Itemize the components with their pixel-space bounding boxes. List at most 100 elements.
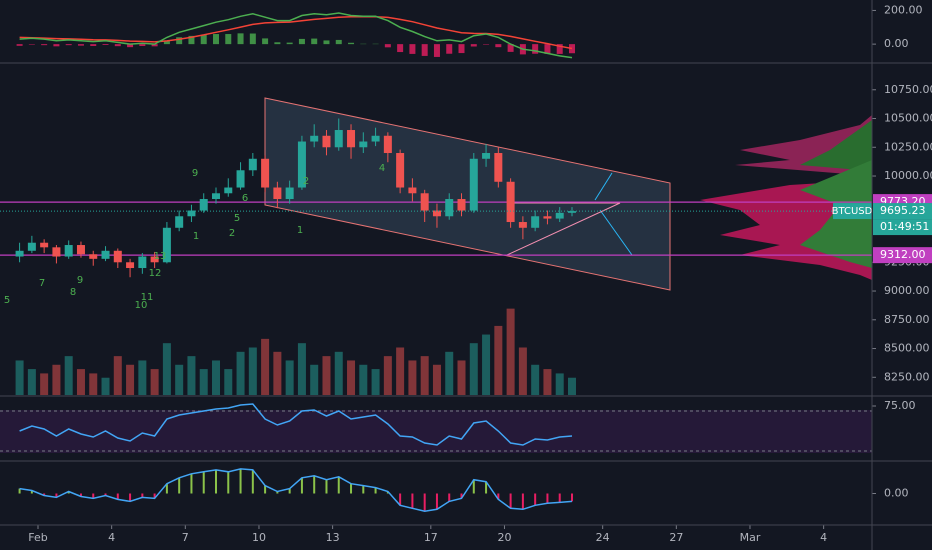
y-tick-label: 0.00 bbox=[884, 37, 909, 50]
macd-histogram-bar bbox=[409, 44, 416, 54]
candle-body bbox=[543, 216, 552, 219]
oscillator-bar bbox=[227, 471, 230, 494]
oscillator-bar bbox=[190, 473, 193, 494]
candle-body bbox=[199, 199, 208, 211]
oscillator-bar bbox=[546, 493, 549, 504]
y-tick-label: 10500.00 bbox=[884, 112, 932, 125]
volume-bar bbox=[15, 360, 24, 395]
candle-body bbox=[518, 222, 527, 228]
macd-histogram-bar bbox=[225, 34, 232, 45]
volume-bar bbox=[101, 377, 110, 395]
candle-body bbox=[236, 170, 245, 188]
volume-bar bbox=[371, 369, 380, 395]
volume-bar bbox=[310, 364, 319, 395]
oscillator-bar bbox=[55, 493, 58, 498]
macd-histogram-bar bbox=[470, 44, 477, 47]
volume-bar bbox=[199, 369, 208, 395]
x-tick-label: 10 bbox=[252, 531, 266, 544]
x-tick-label: 17 bbox=[424, 531, 438, 544]
level-label-bg bbox=[873, 247, 932, 264]
vp-upper-green bbox=[800, 120, 872, 172]
candle-body bbox=[432, 210, 441, 217]
y-tick-label: 8250.00 bbox=[884, 370, 930, 383]
volume-bar bbox=[494, 325, 503, 395]
oscillator-bar bbox=[337, 476, 340, 494]
annotation: 9 bbox=[192, 168, 198, 179]
symbol-label: BTCUSD bbox=[832, 206, 873, 217]
symbol-bg bbox=[833, 203, 872, 220]
candle-body bbox=[445, 199, 454, 217]
volume-bar bbox=[518, 347, 527, 395]
rsi-line bbox=[19, 403, 573, 446]
x-tick-label: 20 bbox=[497, 531, 511, 544]
oscillator-bar bbox=[509, 493, 512, 509]
oscillator-bar bbox=[129, 493, 132, 502]
x-tick-label: Mar bbox=[740, 531, 761, 544]
oscillator-bar bbox=[472, 479, 475, 494]
price-label: 9695.23 bbox=[880, 204, 926, 217]
countdown-label: 01:49:51 bbox=[880, 220, 929, 233]
volume-bar bbox=[162, 343, 171, 395]
volume-bar bbox=[138, 360, 147, 395]
countdown-bg bbox=[873, 219, 932, 236]
candle-body bbox=[64, 245, 73, 257]
volume-bar bbox=[432, 364, 441, 395]
macd-histogram-bar bbox=[53, 44, 60, 47]
layers: 10750.0010500.0010250.0010000.009250.009… bbox=[0, 3, 932, 544]
arrow bbox=[594, 172, 613, 201]
macd-histogram-bar bbox=[90, 44, 97, 46]
annotation: 1 bbox=[297, 225, 303, 236]
candle-body bbox=[567, 211, 576, 213]
candle-body bbox=[150, 256, 159, 263]
oscillator-bar bbox=[276, 491, 279, 494]
oscillator-bar bbox=[521, 493, 524, 510]
candle-body bbox=[494, 153, 503, 182]
oscillator-bar bbox=[153, 493, 156, 499]
candle-body bbox=[310, 135, 319, 142]
macd-histogram-bar bbox=[41, 44, 48, 46]
y-tick-label: 200.00 bbox=[884, 3, 923, 16]
arrow bbox=[599, 209, 633, 256]
macd-histogram-bar bbox=[286, 42, 293, 45]
volume-bar bbox=[64, 356, 73, 395]
x-tick-label: 24 bbox=[596, 531, 610, 544]
oscillator-bar bbox=[460, 493, 463, 499]
macd-histogram-bar bbox=[274, 42, 281, 45]
candle-body bbox=[359, 141, 368, 148]
candle-body bbox=[224, 187, 233, 194]
candle-body bbox=[89, 254, 98, 259]
macd-histogram-bar bbox=[421, 44, 428, 56]
volume-bar bbox=[531, 364, 540, 395]
volume-bar bbox=[506, 308, 515, 395]
volume-bar bbox=[52, 364, 61, 395]
candle-body bbox=[285, 187, 294, 200]
y-tick-label: 10750.00 bbox=[884, 83, 932, 96]
annotation: 5 bbox=[4, 295, 10, 306]
candle-body bbox=[482, 153, 491, 159]
x-tick-label: 7 bbox=[182, 531, 189, 544]
macd-histogram-bar bbox=[311, 38, 318, 45]
level-label: 9312.00 bbox=[880, 248, 926, 261]
x-tick-label: 4 bbox=[108, 531, 115, 544]
volume-bar bbox=[76, 369, 85, 395]
oscillator-bar bbox=[435, 493, 438, 510]
oscillator-bar bbox=[448, 493, 451, 502]
annotation: 8 bbox=[70, 287, 76, 298]
annotation: 7 bbox=[39, 278, 45, 289]
candle-body bbox=[506, 181, 515, 223]
macd-histogram-bar bbox=[16, 44, 23, 46]
macd-histogram-bar bbox=[163, 40, 170, 45]
macd-histogram-bar bbox=[384, 44, 391, 48]
annotation: 1 bbox=[193, 231, 199, 242]
macd-histogram-bar bbox=[495, 44, 502, 48]
x-tick-label: 4 bbox=[820, 531, 827, 544]
oscillator-bar bbox=[92, 493, 95, 499]
volume-bar bbox=[175, 364, 184, 395]
signal-line bbox=[19, 15, 573, 50]
macd-histogram-bar bbox=[262, 38, 269, 45]
volume-bar bbox=[543, 369, 552, 395]
annotation: 13 bbox=[154, 251, 167, 262]
volume-bar bbox=[150, 369, 159, 395]
volume-bar bbox=[40, 373, 49, 395]
y-tick-label: 0.00 bbox=[884, 487, 909, 500]
